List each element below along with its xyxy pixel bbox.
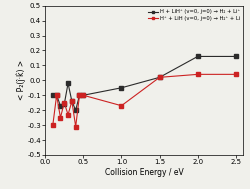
- H⁺ + LiH (v=0, j=0) → H₂⁺ + Li: [78, 94, 81, 96]
- H + LiH⁺ (v=0, j=0) → H₂ + Li⁺: [55, 94, 58, 96]
- Line: H⁺ + LiH (v=0, j=0) → H₂⁺ + Li: H⁺ + LiH (v=0, j=0) → H₂⁺ + Li: [51, 73, 237, 128]
- H + LiH⁺ (v=0, j=0) → H₂ + Li⁺: [51, 94, 54, 96]
- H⁺ + LiH (v=0, j=0) → H₂⁺ + Li: [82, 94, 84, 96]
- H⁺ + LiH (v=0, j=0) → H₂⁺ + Li: [55, 94, 58, 96]
- H⁺ + LiH (v=0, j=0) → H₂⁺ + Li: [51, 124, 54, 126]
- H⁺ + LiH (v=0, j=0) → H₂⁺ + Li: [158, 76, 160, 78]
- H + LiH⁺ (v=0, j=0) → H₂ + Li⁺: [74, 109, 77, 111]
- H + LiH⁺ (v=0, j=0) → H₂ + Li⁺: [82, 94, 84, 96]
- H⁺ + LiH (v=0, j=0) → H₂⁺ + Li: [59, 116, 62, 119]
- H + LiH⁺ (v=0, j=0) → H₂ + Li⁺: [196, 55, 198, 58]
- H⁺ + LiH (v=0, j=0) → H₂⁺ + Li: [62, 102, 66, 104]
- Legend: H + LiH⁺ (v=0, j=0) → H₂ + Li⁺, H⁺ + LiH (v=0, j=0) → H₂⁺ + Li: H + LiH⁺ (v=0, j=0) → H₂ + Li⁺, H⁺ + LiH…: [147, 8, 240, 22]
- H + LiH⁺ (v=0, j=0) → H₂ + Li⁺: [120, 87, 122, 89]
- H + LiH⁺ (v=0, j=0) → H₂ + Li⁺: [62, 103, 66, 105]
- H + LiH⁺ (v=0, j=0) → H₂ + Li⁺: [78, 94, 81, 96]
- H⁺ + LiH (v=0, j=0) → H₂⁺ + Li: [234, 73, 236, 75]
- H + LiH⁺ (v=0, j=0) → H₂ + Li⁺: [234, 55, 236, 58]
- H⁺ + LiH (v=0, j=0) → H₂⁺ + Li: [74, 125, 77, 128]
- H + LiH⁺ (v=0, j=0) → H₂ + Li⁺: [59, 105, 62, 107]
- H + LiH⁺ (v=0, j=0) → H₂ + Li⁺: [158, 76, 160, 78]
- H + LiH⁺ (v=0, j=0) → H₂ + Li⁺: [70, 100, 73, 102]
- H + LiH⁺ (v=0, j=0) → H₂ + Li⁺: [66, 82, 69, 84]
- H⁺ + LiH (v=0, j=0) → H₂⁺ + Li: [196, 73, 198, 75]
- X-axis label: Collision Energy / eV: Collision Energy / eV: [104, 168, 183, 177]
- H⁺ + LiH (v=0, j=0) → H₂⁺ + Li: [120, 105, 122, 107]
- Line: H + LiH⁺ (v=0, j=0) → H₂ + Li⁺: H + LiH⁺ (v=0, j=0) → H₂ + Li⁺: [51, 55, 237, 112]
- Y-axis label: < P₂(ĵ·k̂) >: < P₂(ĵ·k̂) >: [16, 60, 26, 100]
- H⁺ + LiH (v=0, j=0) → H₂⁺ + Li: [70, 100, 73, 102]
- H⁺ + LiH (v=0, j=0) → H₂⁺ + Li: [66, 114, 69, 116]
